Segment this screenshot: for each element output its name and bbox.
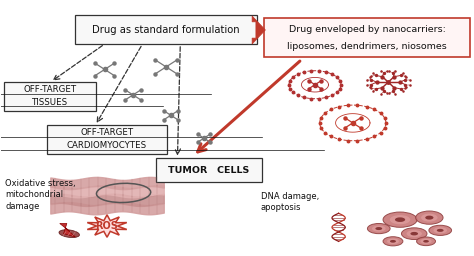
Ellipse shape [429, 225, 452, 236]
Text: Drug as standard formulation: Drug as standard formulation [92, 25, 240, 35]
Ellipse shape [401, 228, 427, 240]
Ellipse shape [395, 217, 405, 222]
Text: OFF-TARGET: OFF-TARGET [24, 85, 77, 94]
Text: TUMOR   CELLS: TUMOR CELLS [168, 166, 249, 175]
Ellipse shape [417, 237, 436, 246]
Polygon shape [87, 215, 127, 237]
FancyBboxPatch shape [156, 158, 262, 182]
Ellipse shape [425, 216, 433, 220]
FancyBboxPatch shape [47, 125, 167, 154]
Ellipse shape [416, 211, 443, 224]
Ellipse shape [390, 215, 410, 224]
FancyBboxPatch shape [75, 15, 257, 45]
Ellipse shape [59, 230, 80, 238]
Ellipse shape [421, 214, 438, 222]
Ellipse shape [383, 212, 417, 227]
Ellipse shape [407, 230, 422, 237]
Polygon shape [252, 16, 265, 44]
FancyBboxPatch shape [4, 82, 96, 111]
Ellipse shape [372, 226, 385, 232]
Ellipse shape [383, 237, 403, 246]
Text: DNA damage,
apoptosis: DNA damage, apoptosis [261, 192, 319, 212]
Text: TISSUES: TISSUES [32, 98, 68, 107]
Ellipse shape [390, 240, 396, 243]
Ellipse shape [367, 223, 390, 234]
Ellipse shape [437, 229, 444, 232]
Ellipse shape [410, 232, 418, 236]
Text: CARDIOMYOCYTES: CARDIOMYOCYTES [67, 141, 147, 150]
Ellipse shape [433, 227, 447, 233]
Ellipse shape [423, 240, 429, 243]
Ellipse shape [387, 239, 399, 244]
Ellipse shape [375, 227, 382, 230]
Polygon shape [60, 223, 75, 237]
Text: liposomes, dendrimers, niosomes: liposomes, dendrimers, niosomes [287, 41, 447, 50]
Text: Drug enveloped by nanocarriers:: Drug enveloped by nanocarriers: [289, 25, 446, 34]
Ellipse shape [420, 239, 432, 244]
Text: Oxidative stress,
mitochondrial
damage: Oxidative stress, mitochondrial damage [5, 179, 76, 211]
Text: ROS: ROS [96, 221, 118, 231]
FancyBboxPatch shape [264, 18, 470, 57]
Text: OFF-TARGET: OFF-TARGET [81, 128, 134, 137]
